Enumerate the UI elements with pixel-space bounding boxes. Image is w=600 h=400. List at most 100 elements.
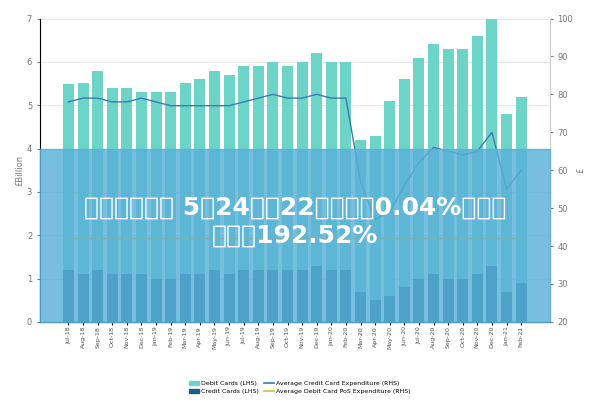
Bar xyxy=(121,88,133,274)
Bar xyxy=(77,84,89,274)
Average Debit Card PoS Expenditure (RHS) xyxy=(357,236,364,241)
Bar xyxy=(443,49,454,278)
Bar xyxy=(457,278,468,322)
Average Debit Card PoS Expenditure (RHS) xyxy=(152,236,160,241)
Average Debit Card PoS Expenditure (RHS) xyxy=(328,236,335,241)
Bar xyxy=(194,274,205,322)
Average Debit Card PoS Expenditure (RHS) xyxy=(123,236,130,241)
Bar xyxy=(501,114,512,292)
Average Debit Card PoS Expenditure (RHS) xyxy=(299,236,306,241)
Bar xyxy=(107,88,118,274)
Bar xyxy=(515,96,527,283)
Bar xyxy=(209,70,220,270)
Bar xyxy=(370,136,380,300)
Average Debit Card PoS Expenditure (RHS) xyxy=(65,236,72,241)
Average Credit Card Expenditure (RHS) xyxy=(415,160,422,165)
Average Credit Card Expenditure (RHS) xyxy=(226,103,233,108)
Average Credit Card Expenditure (RHS) xyxy=(474,149,481,154)
Bar xyxy=(63,84,74,270)
Bar xyxy=(457,49,468,278)
Y-axis label: £Billion: £Billion xyxy=(15,155,24,186)
Bar xyxy=(296,270,308,322)
Average Credit Card Expenditure (RHS) xyxy=(357,179,364,184)
Bar xyxy=(77,274,89,322)
Bar xyxy=(443,278,454,322)
Average Debit Card PoS Expenditure (RHS) xyxy=(313,236,320,241)
Bar xyxy=(413,278,424,322)
Average Credit Card Expenditure (RHS) xyxy=(459,152,466,157)
Bar xyxy=(282,270,293,322)
Bar xyxy=(194,79,205,274)
Average Debit Card PoS Expenditure (RHS) xyxy=(430,236,437,241)
Average Debit Card PoS Expenditure (RHS) xyxy=(386,236,394,241)
Bar xyxy=(238,270,249,322)
Average Debit Card PoS Expenditure (RHS) xyxy=(109,236,116,241)
Bar xyxy=(428,44,439,274)
Average Credit Card Expenditure (RHS) xyxy=(488,130,496,135)
Average Credit Card Expenditure (RHS) xyxy=(401,183,408,188)
Bar xyxy=(311,53,322,266)
Average Debit Card PoS Expenditure (RHS) xyxy=(269,236,277,241)
Bar xyxy=(501,292,512,322)
Bar xyxy=(399,79,410,287)
Bar xyxy=(472,274,483,322)
Average Credit Card Expenditure (RHS) xyxy=(255,96,262,100)
Bar xyxy=(282,66,293,270)
Bar xyxy=(180,274,191,322)
Bar xyxy=(165,92,176,278)
Legend: Debit Cards (LHS), Credit Cards (LHS), Average Credit Card Expenditure (RHS), Av: Debit Cards (LHS), Credit Cards (LHS), A… xyxy=(187,378,413,397)
Bar xyxy=(296,62,308,270)
Average Credit Card Expenditure (RHS) xyxy=(65,100,72,104)
Average Credit Card Expenditure (RHS) xyxy=(518,168,525,172)
Bar xyxy=(92,70,103,270)
Average Debit Card PoS Expenditure (RHS) xyxy=(196,236,203,241)
Bar xyxy=(311,266,322,322)
Average Debit Card PoS Expenditure (RHS) xyxy=(79,236,86,241)
Average Credit Card Expenditure (RHS) xyxy=(503,187,510,192)
Bar xyxy=(136,274,147,322)
Average Debit Card PoS Expenditure (RHS) xyxy=(167,236,174,241)
Average Debit Card PoS Expenditure (RHS) xyxy=(503,236,510,241)
Average Credit Card Expenditure (RHS) xyxy=(371,217,379,222)
Bar xyxy=(224,274,235,322)
Average Debit Card PoS Expenditure (RHS) xyxy=(211,236,218,241)
Average Debit Card PoS Expenditure (RHS) xyxy=(459,236,466,241)
Average Credit Card Expenditure (RHS) xyxy=(430,145,437,150)
Average Debit Card PoS Expenditure (RHS) xyxy=(488,236,496,241)
Average Credit Card Expenditure (RHS) xyxy=(94,96,101,100)
Average Credit Card Expenditure (RHS) xyxy=(299,96,306,100)
Average Debit Card PoS Expenditure (RHS) xyxy=(255,236,262,241)
Y-axis label: £: £ xyxy=(576,168,585,173)
Average Debit Card PoS Expenditure (RHS) xyxy=(138,236,145,241)
Average Credit Card Expenditure (RHS) xyxy=(240,100,247,104)
Bar xyxy=(384,296,395,322)
Average Debit Card PoS Expenditure (RHS) xyxy=(371,236,379,241)
Average Credit Card Expenditure (RHS) xyxy=(152,100,160,104)
Average Credit Card Expenditure (RHS) xyxy=(182,103,189,108)
Bar xyxy=(355,140,366,292)
Bar xyxy=(180,84,191,274)
Bar xyxy=(165,278,176,322)
Bar xyxy=(151,92,161,278)
Bar xyxy=(472,36,483,274)
Average Debit Card PoS Expenditure (RHS) xyxy=(94,236,101,241)
Bar xyxy=(487,0,497,266)
Bar xyxy=(121,274,133,322)
Average Credit Card Expenditure (RHS) xyxy=(109,100,116,104)
Bar xyxy=(268,270,278,322)
Average Debit Card PoS Expenditure (RHS) xyxy=(182,236,189,241)
Bar xyxy=(428,274,439,322)
Average Credit Card Expenditure (RHS) xyxy=(196,103,203,108)
Average Credit Card Expenditure (RHS) xyxy=(313,92,320,97)
Line: Average Credit Card Expenditure (RHS): Average Credit Card Expenditure (RHS) xyxy=(68,94,521,220)
Bar xyxy=(340,270,352,322)
Average Debit Card PoS Expenditure (RHS) xyxy=(401,236,408,241)
Average Credit Card Expenditure (RHS) xyxy=(284,96,291,100)
Average Debit Card PoS Expenditure (RHS) xyxy=(474,236,481,241)
Average Credit Card Expenditure (RHS) xyxy=(138,96,145,100)
Average Credit Card Expenditure (RHS) xyxy=(79,96,86,100)
Bar xyxy=(355,292,366,322)
Average Debit Card PoS Expenditure (RHS) xyxy=(226,236,233,241)
Bar xyxy=(399,287,410,322)
Average Debit Card PoS Expenditure (RHS) xyxy=(415,236,422,241)
